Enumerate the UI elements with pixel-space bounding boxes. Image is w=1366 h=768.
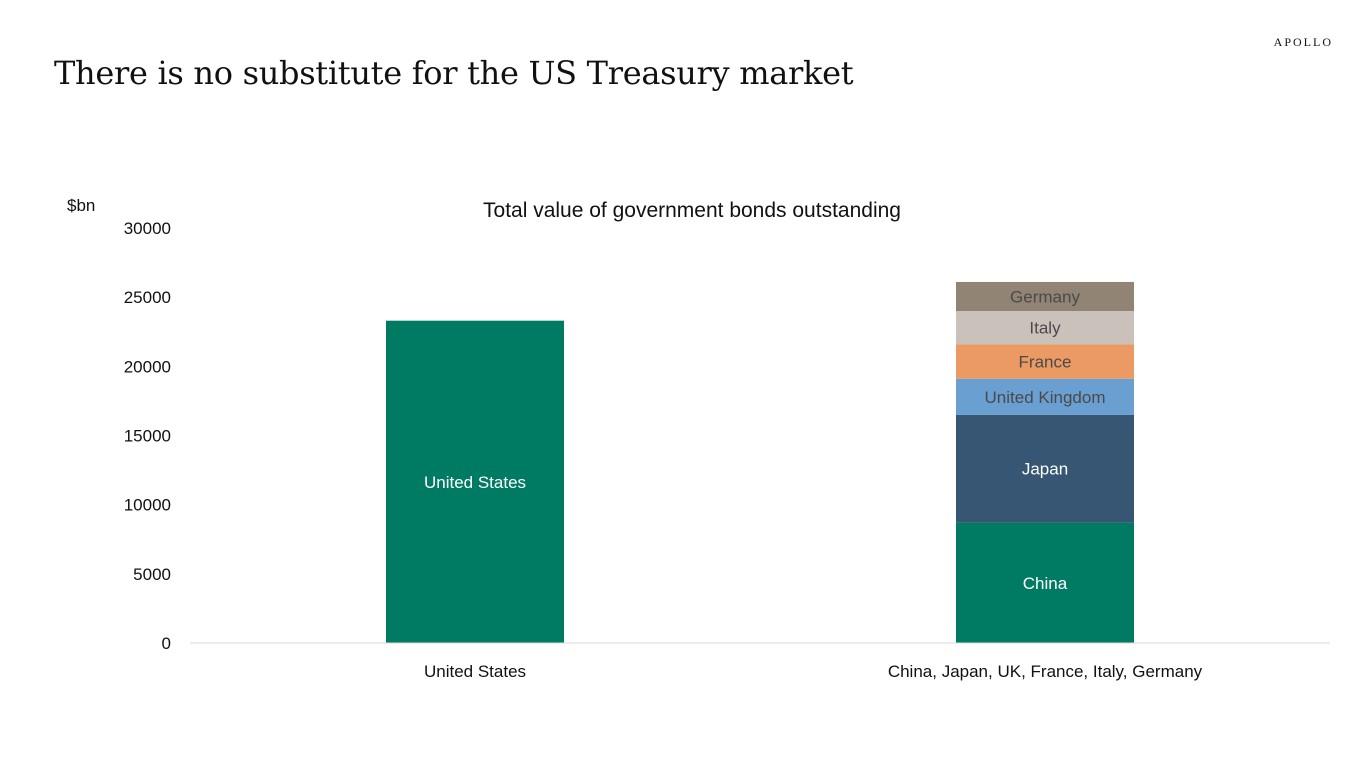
bar-segment-italy	[956, 311, 1134, 345]
bar-label-japan: Japan	[1022, 460, 1068, 479]
bar-segment-united-states	[386, 320, 564, 643]
y-axis-unit-label: $bn	[67, 196, 95, 215]
bar-label-united-states: United States	[424, 473, 526, 492]
bar-segment-germany	[956, 281, 1134, 311]
y-tick-label: 15000	[124, 427, 171, 446]
x-tick-label: China, Japan, UK, France, Italy, Germany	[888, 662, 1203, 681]
bar-label-china: China	[1023, 574, 1068, 593]
x-tick-label: United States	[424, 662, 526, 681]
x-axis: United States China, Japan, UK, France, I…	[424, 662, 1203, 681]
bar-label-united-kingdom: United Kingdom	[985, 388, 1106, 407]
y-tick-label: 20000	[124, 357, 171, 376]
y-axis: 0 5000 10000 15000 20000 25000 30000	[124, 219, 171, 653]
chart-title: Total value of government bonds outstand…	[483, 199, 901, 222]
y-tick-label: 5000	[133, 565, 171, 584]
y-tick-label: 30000	[124, 219, 171, 238]
bar-label-italy: Italy	[1029, 319, 1061, 338]
bar-label-germany: Germany	[1010, 287, 1080, 306]
bar-segment-china	[956, 522, 1134, 643]
y-tick-label: 0	[162, 634, 171, 653]
bar-segment-united-kingdom	[956, 378, 1134, 415]
y-tick-label: 25000	[124, 288, 171, 307]
bars: United States China Japan United Kingdom Fra…	[386, 281, 1134, 643]
bar-segment-france	[956, 344, 1134, 379]
bar-segment-japan	[956, 414, 1134, 523]
y-tick-label: 10000	[124, 496, 171, 515]
bar-label-france: France	[1019, 352, 1072, 371]
brand-logo: APOLLO	[1273, 35, 1333, 49]
page-title: There is no substitute for the US Treasu…	[54, 54, 854, 92]
